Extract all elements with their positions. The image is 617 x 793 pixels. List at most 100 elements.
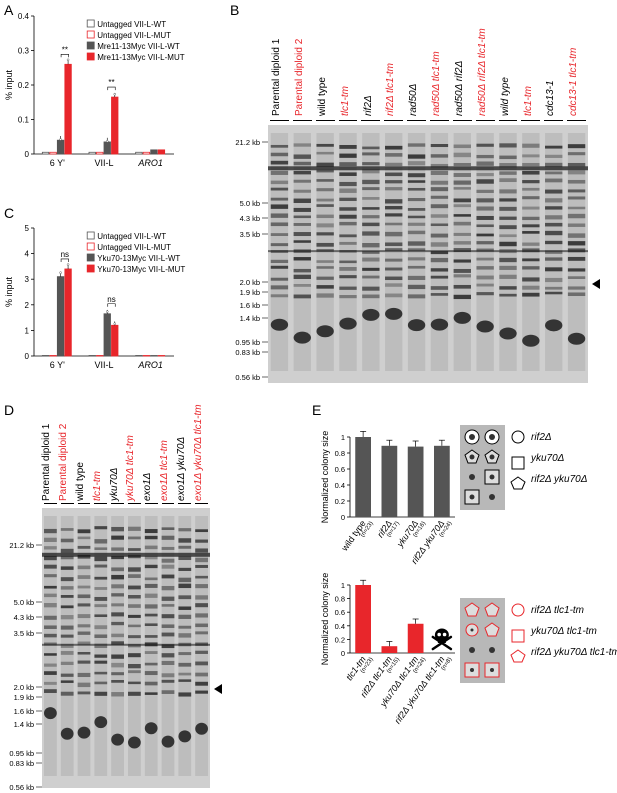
marker-label: 21.2 kb: [235, 138, 260, 147]
marker-label: 2.0 kb: [240, 278, 260, 287]
marker-label: 4.3 kb: [14, 613, 34, 622]
lane-underline: [521, 120, 541, 121]
marker-label: 0.83 kb: [9, 759, 34, 768]
bar: [96, 355, 104, 357]
legend-swatch: [86, 30, 95, 39]
y-tick-label: 0.8: [335, 595, 345, 604]
legend-e1-yku70: yku70Δ: [531, 453, 565, 464]
lane-underline: [338, 120, 358, 121]
significance-label: **: [108, 78, 114, 87]
significance-bracket: [60, 258, 69, 262]
lane-underline: [430, 120, 449, 121]
y-tick-label: 1: [341, 581, 345, 590]
y-axis-label: % input: [4, 69, 14, 100]
lane-underline: [315, 120, 335, 121]
marker-label: 21.2 kb: [9, 541, 34, 550]
colony-legend-e2: [460, 598, 526, 683]
bar: [103, 141, 111, 155]
y-tick-label: 1: [341, 433, 345, 442]
legend-e1-rif2: rif2Δ: [531, 432, 552, 443]
square-symbol-icon: [511, 456, 525, 470]
bar: [111, 96, 119, 155]
bar: [135, 355, 143, 357]
significance-label: ns: [107, 295, 115, 304]
panel-label-e: E: [312, 402, 322, 418]
bar: [88, 151, 96, 155]
bar: [41, 151, 50, 155]
bar: [49, 355, 57, 357]
y-tick-label: 4: [25, 250, 30, 259]
y-tick-label: 0.4: [335, 481, 345, 490]
lane-underline: [384, 120, 404, 121]
data-point: [66, 263, 70, 266]
bar: [64, 268, 72, 357]
bar: [135, 151, 143, 155]
data-point: [59, 138, 62, 141]
y-tick-label: 2: [25, 301, 30, 310]
data-point: [113, 322, 116, 325]
panel-label-d: D: [4, 402, 15, 418]
bar: [96, 151, 104, 155]
panel-label-c: C: [4, 205, 15, 221]
bar: [56, 139, 65, 155]
legend-swatch: [86, 19, 95, 28]
circle-symbol-icon: [511, 430, 525, 444]
legend-swatch: [86, 52, 95, 61]
colony-legend-e1: [460, 425, 526, 510]
lane-underline: [60, 503, 74, 504]
lane-underline: [128, 503, 141, 504]
lane-underline: [44, 503, 57, 504]
marker-label: 0.56 kb: [9, 783, 34, 792]
y-axis-label: Normalized colony size: [320, 431, 330, 524]
marker-label: 4.3 kb: [240, 214, 260, 223]
legend-label: Untagged VII-L-WT: [97, 20, 166, 29]
y-tick-label: 0.2: [18, 81, 30, 90]
bar: [150, 149, 158, 155]
lane-underline: [161, 503, 175, 504]
marker-label: 1.4 kb: [14, 720, 34, 729]
marker-label: 5.0 kb: [14, 598, 34, 607]
lane-underline: [178, 503, 192, 504]
blot-image: 21.2 kb 5.0 kb 4.3 kb 3.5 kb 2.0 kb1.9 kb 1.6…: [9, 508, 222, 792]
bar: [142, 355, 151, 357]
legend-e2-rif2yku70: rif2Δ yku70Δ tlc1-tm: [531, 647, 617, 658]
significance-bracket: [107, 86, 116, 91]
bar: [381, 445, 398, 517]
y-axis-label: % input: [4, 276, 14, 307]
y-tick-label: 0.6: [335, 608, 345, 617]
lane-underline: [407, 120, 426, 121]
marker-label: 1.9 kb: [14, 693, 34, 702]
bar: [103, 313, 111, 357]
legend-swatch: [86, 242, 95, 251]
data-point: [106, 140, 109, 143]
y-tick-label: 0.2: [335, 497, 345, 506]
bar: [49, 151, 57, 155]
legend-label: Mre11-13Myc VII-L-WT: [97, 42, 180, 51]
x-tick-label: VII-L: [94, 360, 113, 370]
lane-underline: [567, 120, 586, 121]
legend-swatch: [86, 41, 95, 50]
marker-label: 1.9 kb: [240, 288, 260, 297]
blot-background: [268, 125, 588, 383]
y-tick-label: 0: [341, 513, 345, 522]
y-tick-label: 3: [25, 275, 30, 284]
significance-label: ns: [61, 250, 69, 259]
lane-underline: [270, 120, 289, 121]
marker-label: 1.6 kb: [14, 707, 34, 716]
bar: [355, 437, 371, 517]
bar: [407, 623, 424, 653]
y-tick-label: 0.1: [18, 116, 30, 125]
legend-e2-yku70: yku70Δ tlc1-tm: [531, 626, 597, 637]
marker-label: 0.95 kb: [235, 338, 260, 347]
bar: [88, 355, 96, 357]
lane-underline: [452, 120, 472, 121]
marker-label: 0.95 kb: [9, 749, 34, 758]
x-tick-label: 6 Y': [50, 360, 65, 370]
y-tick-label: 1: [25, 326, 30, 335]
lane-underline: [544, 120, 564, 121]
y-axis-label: Normalized colony size: [320, 573, 330, 666]
y-tick-label: 0.2: [335, 635, 345, 644]
lane-underline: [498, 120, 518, 121]
